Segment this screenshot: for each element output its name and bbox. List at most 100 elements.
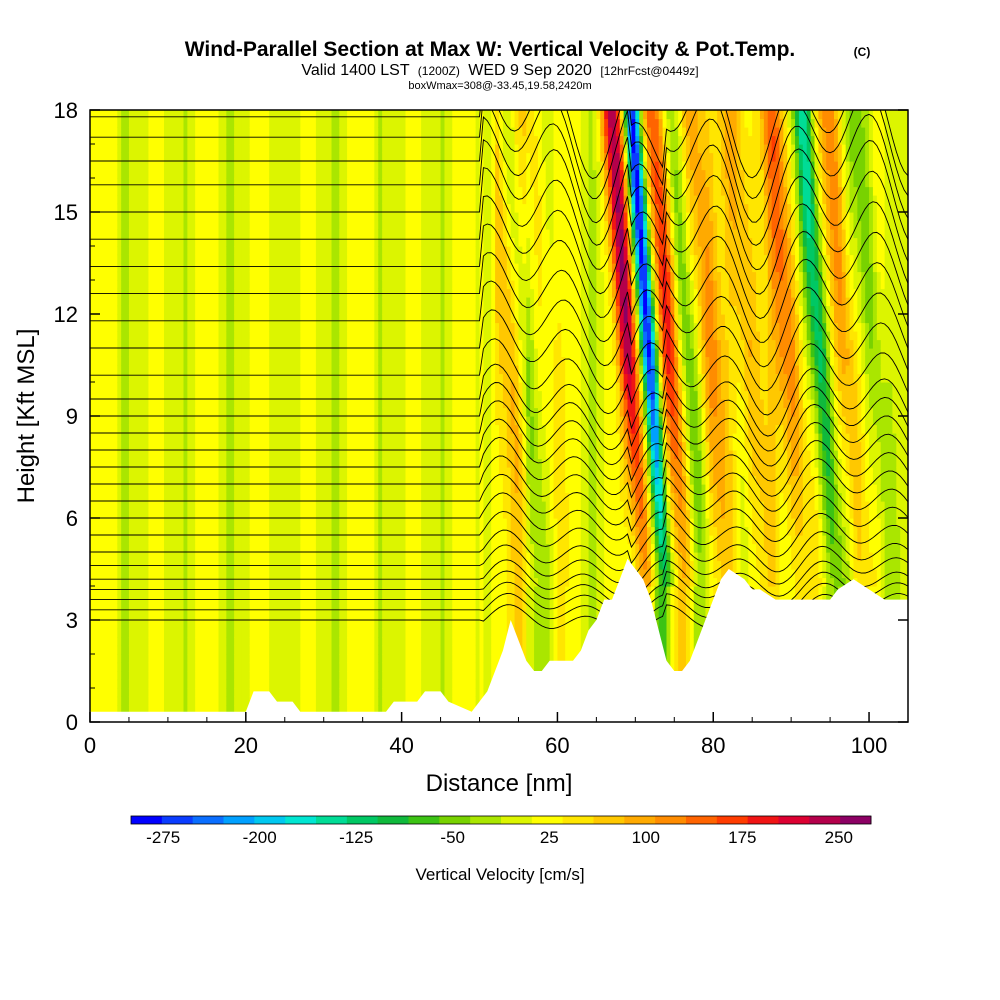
field-cell xyxy=(101,611,107,621)
field-cell xyxy=(179,127,185,137)
field-cell xyxy=(343,237,348,247)
field-cell xyxy=(327,705,333,715)
field-cell xyxy=(160,569,165,579)
field-cell xyxy=(269,407,274,417)
field-cell xyxy=(152,399,157,409)
field-cell xyxy=(202,229,208,239)
field-cell xyxy=(128,705,134,715)
field-cell xyxy=(296,433,301,443)
field-cell xyxy=(132,705,138,715)
field-cell xyxy=(331,229,336,239)
field-cell xyxy=(335,271,340,281)
field-cell xyxy=(187,152,192,162)
field-cell xyxy=(148,373,153,383)
field-cell xyxy=(241,603,247,613)
field-cell xyxy=(296,263,301,273)
field-cell xyxy=(164,671,169,681)
field-cell xyxy=(261,331,266,341)
field-cell xyxy=(234,127,239,137)
field-cell xyxy=(261,220,266,230)
field-cell xyxy=(199,569,204,579)
field-cell xyxy=(245,603,251,613)
field-cell xyxy=(167,620,173,630)
field-cell xyxy=(288,577,294,587)
field-cell xyxy=(308,127,313,137)
field-cell xyxy=(230,195,235,205)
field-cell xyxy=(109,169,114,179)
field-cell xyxy=(253,586,259,596)
field-cell xyxy=(93,586,99,596)
field-cell xyxy=(109,620,114,630)
subtitle-utc: (1200Z) xyxy=(418,64,460,78)
field-cell xyxy=(160,390,165,400)
field-cell xyxy=(156,339,161,349)
field-cell xyxy=(175,237,181,247)
field-cell xyxy=(331,577,336,587)
field-cell xyxy=(210,705,216,715)
field-cell xyxy=(253,127,259,137)
field-cell xyxy=(226,705,231,715)
field-cell xyxy=(347,586,352,596)
field-cell xyxy=(327,382,333,392)
field-cell xyxy=(238,203,243,213)
field-cell xyxy=(187,169,192,179)
field-cell xyxy=(175,297,181,307)
field-cell xyxy=(238,229,243,239)
field-cell xyxy=(179,220,185,230)
field-cell xyxy=(171,535,177,545)
field-cell xyxy=(156,382,161,392)
field-cell xyxy=(238,577,243,587)
field-cell xyxy=(315,305,321,315)
field-cell xyxy=(164,169,169,179)
field-cell xyxy=(319,348,325,358)
field-cell xyxy=(312,654,317,664)
field-cell xyxy=(105,305,111,315)
field-cell xyxy=(276,322,282,332)
field-cell xyxy=(156,543,161,553)
field-cell xyxy=(125,679,130,689)
field-cell xyxy=(257,509,262,519)
field-cell xyxy=(90,382,95,392)
field-cell xyxy=(101,594,107,604)
field-cell xyxy=(187,322,192,332)
field-cell xyxy=(315,382,321,392)
field-cell xyxy=(335,356,340,366)
field-cell xyxy=(222,220,227,230)
field-cell xyxy=(354,110,360,120)
field-cell xyxy=(214,254,220,264)
field-cell xyxy=(323,467,329,477)
field-cell xyxy=(218,280,224,290)
field-cell xyxy=(214,552,220,562)
field-cell xyxy=(265,382,270,392)
field-cell xyxy=(323,135,329,145)
field-cell xyxy=(343,645,348,655)
field-cell xyxy=(249,475,255,485)
field-cell xyxy=(276,603,282,613)
field-cell xyxy=(105,322,111,332)
field-cell xyxy=(160,297,165,307)
field-cell xyxy=(300,705,305,715)
field-cell xyxy=(315,509,321,519)
field-cell xyxy=(202,560,208,570)
field-cell xyxy=(210,416,216,426)
field-cell xyxy=(269,535,274,545)
field-cell xyxy=(117,220,122,230)
field-cell xyxy=(308,654,313,664)
field-cell xyxy=(210,586,216,596)
field-cell xyxy=(101,356,107,366)
field-cell xyxy=(183,586,188,596)
field-cell xyxy=(327,518,333,528)
field-cell xyxy=(245,144,251,154)
field-cell xyxy=(288,467,294,477)
field-cell xyxy=(101,220,107,230)
field-cell xyxy=(132,339,138,349)
field-cell xyxy=(347,433,352,443)
field-cell xyxy=(148,594,153,604)
field-cell xyxy=(199,288,204,298)
field-cell xyxy=(206,688,212,698)
field-cell xyxy=(280,416,286,426)
field-cell xyxy=(304,237,309,247)
field-cell xyxy=(222,373,227,383)
field-cell xyxy=(304,662,309,672)
